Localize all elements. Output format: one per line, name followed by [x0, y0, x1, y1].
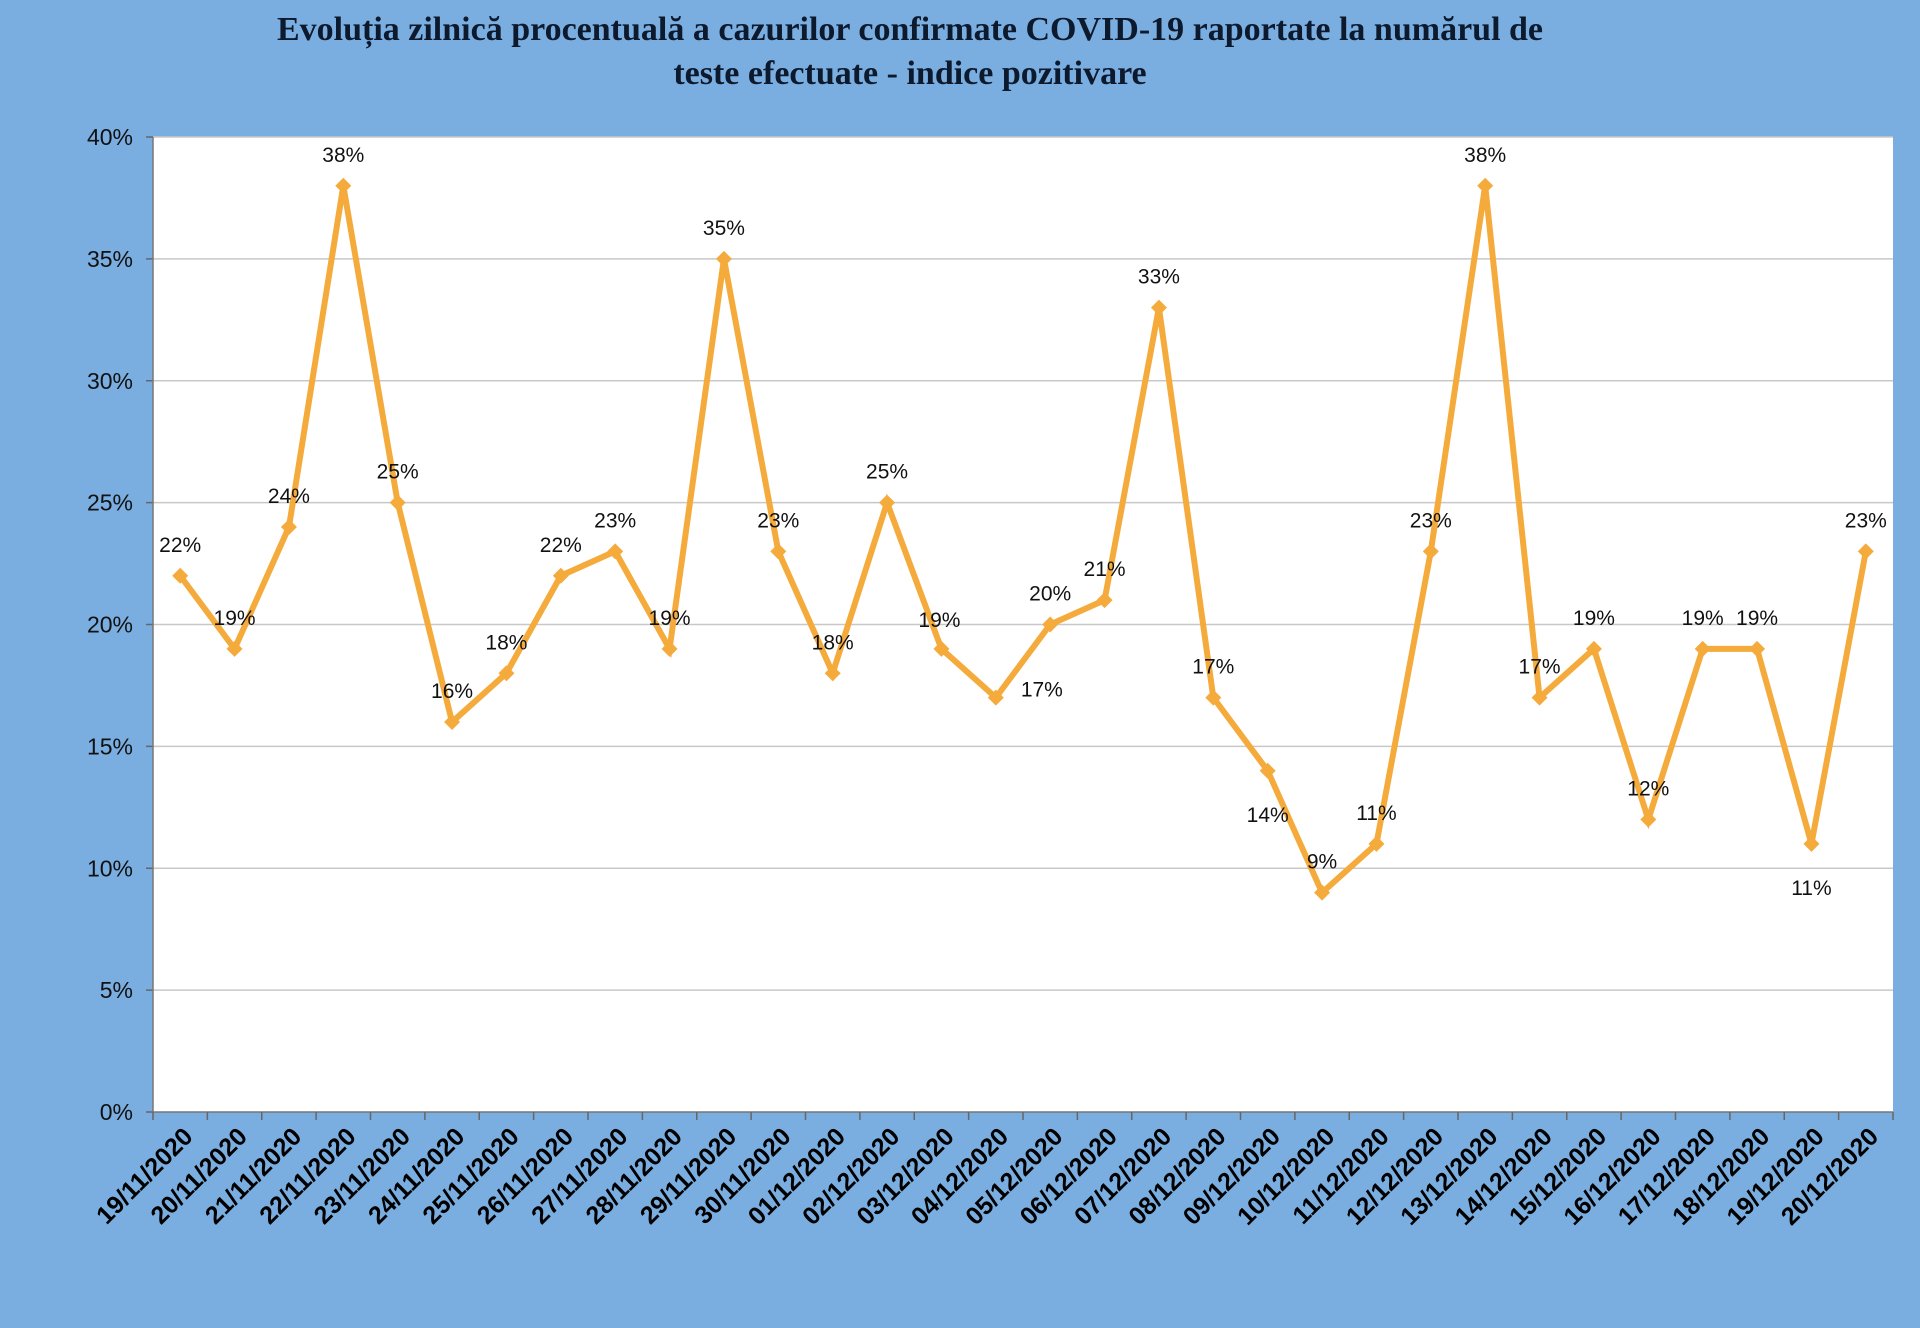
data-label: 23% [757, 509, 799, 532]
data-point [1803, 835, 1820, 852]
data-label: 17% [1021, 679, 1063, 702]
data-label: 11% [1356, 802, 1396, 825]
data-point [1531, 689, 1548, 706]
data-point [607, 543, 624, 560]
data-label: 19% [1682, 607, 1724, 630]
data-point [715, 250, 732, 267]
data-point [661, 640, 678, 657]
data-label: 19% [214, 607, 256, 630]
data-label: 38% [1464, 144, 1506, 167]
data-point [1694, 640, 1711, 657]
y-tick-label: 15% [87, 733, 133, 759]
chart-title-line2: teste efectuate - indice pozitivare [673, 55, 1147, 92]
data-label: 11% [1791, 877, 1831, 900]
data-label: 19% [649, 607, 691, 630]
y-tick-label: 5% [100, 977, 133, 1003]
data-label: 23% [594, 509, 636, 532]
data-label: 14% [1247, 804, 1289, 827]
data-point [1042, 616, 1059, 633]
data-label: 24% [268, 485, 310, 508]
data-point [1368, 835, 1385, 852]
data-label: 25% [377, 461, 419, 484]
data-label: 23% [1410, 509, 1452, 532]
y-tick-label: 40% [87, 124, 133, 150]
data-point [335, 177, 352, 194]
y-tick-label: 10% [87, 855, 133, 881]
data-point [879, 494, 896, 511]
data-point [552, 567, 569, 584]
data-label: 18% [812, 631, 854, 654]
data-label: 38% [322, 144, 364, 167]
chart-title-line1: Evoluția zilnică procentuală a cazurilor… [276, 11, 1544, 48]
y-tick-label: 0% [100, 1099, 133, 1125]
data-point [280, 519, 297, 535]
data-label: 22% [540, 534, 582, 557]
data-point [226, 640, 243, 657]
data-label: 25% [866, 461, 908, 484]
data-point [1096, 592, 1113, 609]
data-point [1857, 543, 1874, 560]
data-label: 20% [1029, 583, 1071, 606]
data-label: 17% [1192, 656, 1234, 679]
data-point [1205, 689, 1222, 706]
data-label: 12% [1627, 778, 1669, 801]
y-tick-label: 35% [87, 246, 133, 272]
data-point [498, 665, 515, 682]
data-point [824, 665, 841, 682]
data-label: 19% [1573, 607, 1615, 630]
data-point [389, 494, 406, 511]
data-point [1749, 640, 1766, 657]
data-label: 35% [703, 217, 745, 240]
data-point [1259, 762, 1276, 779]
y-tick-label: 25% [87, 490, 133, 516]
data-label: 19% [918, 609, 960, 632]
data-label: 23% [1845, 509, 1887, 532]
data-label: 9% [1307, 851, 1337, 874]
data-label: 16% [431, 680, 473, 703]
data-label: 17% [1519, 656, 1561, 679]
chart-title: Evoluția zilnică procentuală a cazurilor… [220, 8, 1600, 96]
data-point [1314, 884, 1331, 901]
data-point [444, 714, 461, 730]
data-label: 21% [1084, 558, 1126, 581]
data-point [1640, 811, 1657, 828]
data-label: 19% [1736, 607, 1778, 630]
series-line [177, 185, 1869, 898]
data-label: 33% [1138, 266, 1180, 289]
data-label: 22% [159, 534, 201, 557]
data-point [172, 567, 189, 584]
data-label: 18% [485, 631, 527, 654]
data-point [1477, 177, 1494, 194]
data-point [1422, 543, 1439, 560]
y-tick-label: 20% [87, 612, 133, 638]
y-tick-label: 30% [87, 368, 133, 394]
data-point [770, 543, 787, 560]
data-point [1150, 299, 1167, 316]
data-point [933, 640, 950, 657]
data-point [1585, 640, 1602, 657]
data-point [987, 689, 1004, 706]
